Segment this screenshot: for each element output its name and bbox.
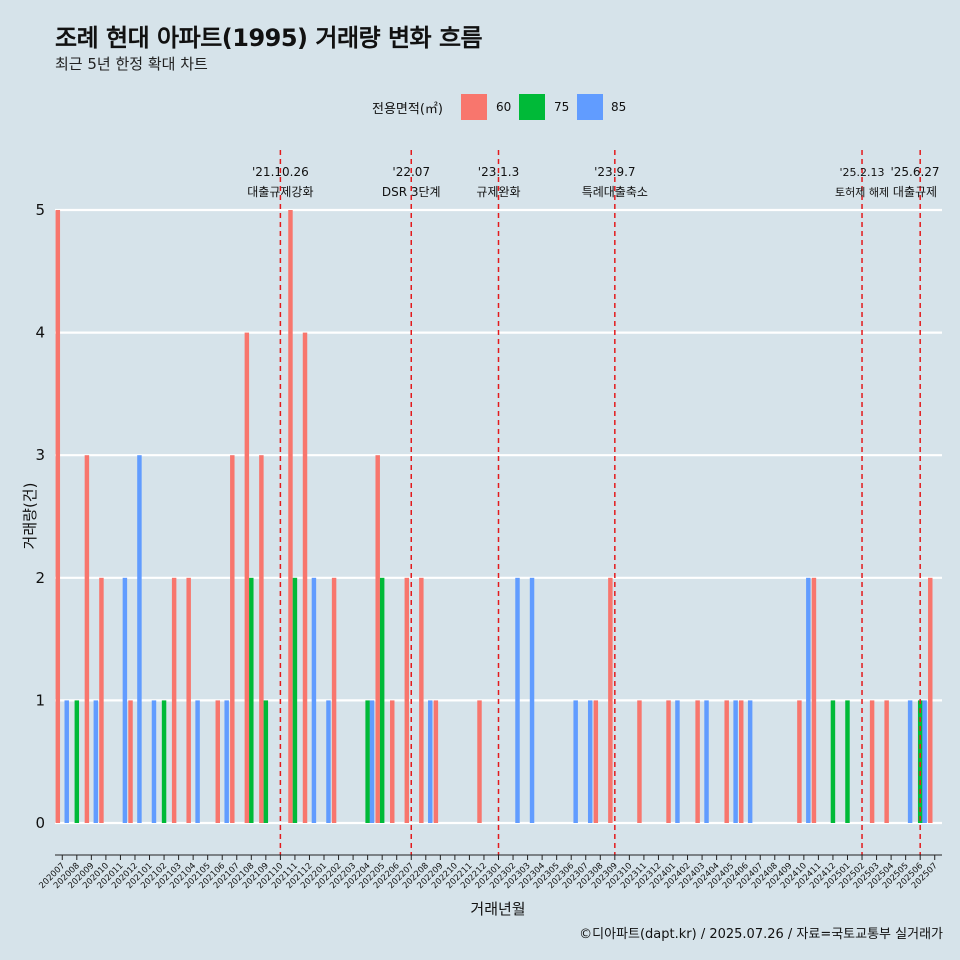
bar-60-202410	[797, 700, 802, 823]
bar-75-202108	[249, 577, 254, 823]
bar-85-202012	[137, 455, 142, 823]
x-axis-label: 거래년월	[470, 900, 525, 918]
bar-60-202202	[331, 577, 337, 823]
bar-85-202403	[704, 700, 709, 823]
bar-60-202504	[884, 700, 889, 823]
bar-75-202008	[74, 700, 80, 823]
bar-60-202507	[928, 577, 933, 823]
bar-60-202012	[128, 700, 133, 823]
bar-60-202308	[593, 700, 599, 823]
bar-60-202010	[99, 577, 104, 823]
bar-75-202412	[830, 700, 836, 823]
y-tick-label: 1	[35, 691, 45, 709]
bar-85-202208	[428, 700, 433, 823]
legend-label-85: 85	[611, 100, 627, 114]
event-date: '25.6.27	[890, 165, 939, 179]
bar-60-202207	[404, 577, 410, 823]
bar-60-202112	[302, 332, 308, 823]
event-date: '25.2.13	[840, 166, 885, 179]
bar-60-202406	[739, 700, 744, 823]
y-tick-label: 2	[35, 569, 45, 587]
bar-75-202205	[379, 577, 385, 823]
bar-60-202206	[390, 700, 395, 823]
bar-60-202208	[419, 577, 424, 823]
bar-60-202503	[869, 700, 875, 823]
event-label: DSR 3단계	[382, 185, 441, 199]
bar-60-202401	[666, 700, 671, 823]
y-axis-label: 거래량(건)	[21, 483, 39, 550]
bar-85-202204	[369, 700, 375, 823]
bar-60-202212	[477, 700, 482, 823]
bar-60-202108	[244, 332, 250, 823]
bar-60-202106	[215, 700, 220, 823]
y-tick-label: 5	[35, 201, 45, 219]
bar-60-202405	[724, 700, 729, 823]
bar-60-202205	[375, 455, 380, 823]
bar-85-202112	[311, 577, 317, 823]
bar-60-202309	[608, 577, 613, 823]
bar-85-202007	[64, 700, 69, 823]
y-tick-label: 4	[35, 324, 45, 342]
bar-85-202106	[224, 700, 229, 823]
bar-85-202506	[922, 700, 927, 823]
bar-85-202009	[93, 700, 99, 823]
bar-75-202501	[845, 700, 850, 823]
event-label: 규제완화	[476, 185, 520, 199]
bar-85-202405	[733, 700, 738, 823]
bar-85-202303	[529, 577, 535, 823]
bar-85-202505	[907, 700, 913, 823]
bar-60-202111	[288, 210, 293, 823]
bar-60-202311	[637, 700, 642, 823]
bar-75-202506	[917, 700, 923, 823]
axes-layer: 0123452020072020082020092020102020112020…	[35, 201, 942, 891]
legend-swatch-75	[519, 94, 545, 120]
bar-60-202107	[230, 455, 235, 823]
events-layer: '21.10.26 대출규제강화 '22.07 DSR 3단계 '23.1.3 규제완화 '…	[247, 150, 940, 855]
bar-60-202009	[84, 455, 90, 823]
bar-85-202406	[747, 700, 753, 823]
bar-60-202109	[259, 455, 264, 823]
event-label: 토허제 해제	[835, 185, 889, 199]
y-tick-label: 0	[35, 814, 45, 832]
bar-75-202111	[292, 577, 298, 823]
event-date: '23.1.3	[478, 165, 519, 179]
bar-85-202101	[151, 700, 157, 823]
bar-85-202401	[675, 700, 680, 823]
event-date: '23.9.7	[594, 165, 635, 179]
bar-75-202204	[365, 700, 370, 823]
chart-title: 조례 현대 아파트(1995) 거래량 변화 흐름	[55, 24, 483, 52]
legend-label-75: 75	[554, 100, 570, 114]
bar-60-202103	[171, 577, 177, 823]
bar-60-202007	[55, 210, 61, 823]
event-label: 특례대출축소	[582, 185, 648, 199]
bar-85-202104	[195, 700, 200, 823]
legend-title: 전용면적(㎡)	[372, 102, 443, 117]
legend-swatch-60	[461, 94, 487, 120]
bar-60-202104	[186, 577, 191, 823]
bar-75-202102	[161, 700, 167, 823]
bars-layer	[55, 210, 933, 823]
bar-85-202410	[806, 577, 811, 823]
event-date: '21.10.26	[252, 165, 309, 179]
event-label: 대출규제	[893, 185, 937, 199]
bar-60-202209	[433, 700, 439, 823]
bar-75-202109	[263, 700, 269, 823]
bar-85-202201	[326, 700, 331, 823]
bar-60-202403	[695, 700, 700, 823]
bar-60-202411	[811, 577, 817, 823]
event-label: 대출규제강화	[247, 185, 313, 199]
bar-85-202011	[122, 577, 128, 823]
y-tick-label: 3	[35, 446, 45, 464]
chart-subtitle: 최근 5년 한정 확대 차트	[55, 55, 208, 73]
bar-85-202306	[573, 700, 578, 823]
event-date: '22.07	[392, 165, 430, 179]
bar-85-202307	[587, 700, 593, 823]
legend-swatch-85	[577, 94, 603, 120]
legend: 전용면적(㎡) 60 75 85	[0, 94, 960, 120]
legend-label-60: 60	[496, 100, 512, 114]
source-caption: ©디아파트(dapt.kr) / 2025.07.26 / 자료=국토교통부 실…	[579, 927, 943, 942]
bar-85-202302	[515, 577, 520, 823]
